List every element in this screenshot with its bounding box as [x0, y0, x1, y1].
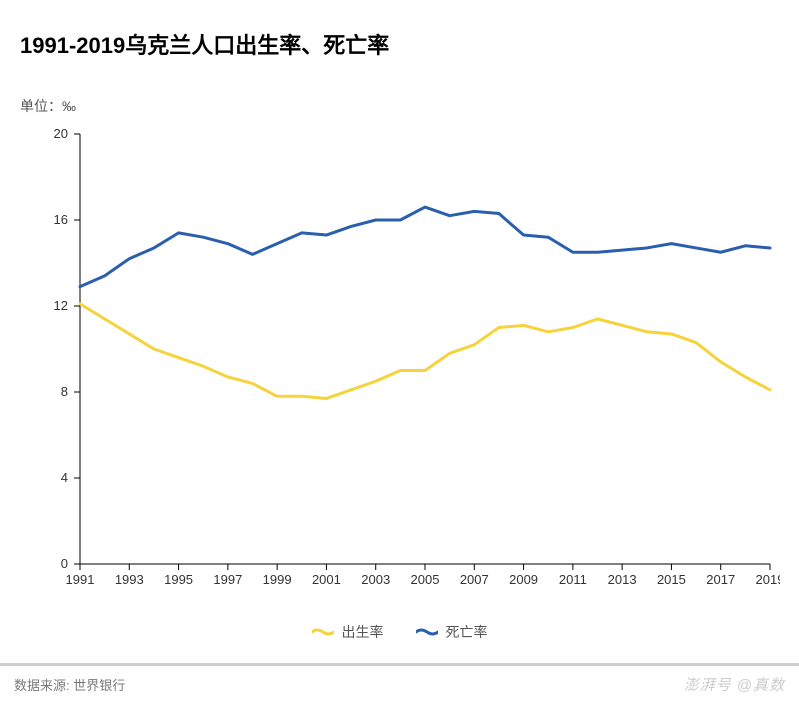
svg-text:2013: 2013 [608, 572, 637, 587]
svg-text:1997: 1997 [213, 572, 242, 587]
svg-text:8: 8 [61, 384, 68, 399]
chart-title: 1991-2019乌克兰人口出生率、死亡率 [20, 28, 779, 60]
svg-text:12: 12 [54, 298, 68, 313]
legend-label: 死亡率 [446, 622, 488, 642]
legend-swatch [312, 628, 334, 636]
svg-text:4: 4 [61, 470, 68, 485]
source-label: 数据来源: 世界银行 [14, 675, 125, 694]
svg-text:2017: 2017 [706, 572, 735, 587]
svg-text:1993: 1993 [115, 572, 144, 587]
svg-text:2019: 2019 [756, 572, 780, 587]
svg-text:16: 16 [54, 212, 68, 227]
svg-text:2001: 2001 [312, 572, 341, 587]
svg-text:1991: 1991 [66, 572, 95, 587]
chart-area: 0 4 8 12 16 20 1991 1993 1995 1997 1999 2001 2003 200… [20, 124, 780, 604]
footer: 数据来源: 世界银行 澎湃号 @真数 [0, 663, 799, 695]
svg-text:2015: 2015 [657, 572, 686, 587]
legend-item: 死亡率 [416, 622, 488, 642]
svg-text:2007: 2007 [460, 572, 489, 587]
svg-text:2009: 2009 [509, 572, 538, 587]
watermark: 澎湃号 @真数 [684, 674, 785, 695]
legend-swatch [416, 628, 438, 636]
svg-text:2011: 2011 [559, 572, 587, 587]
svg-text:2005: 2005 [411, 572, 440, 587]
svg-text:20: 20 [54, 126, 68, 141]
legend: 出生率 死亡率 [20, 622, 779, 642]
svg-text:1995: 1995 [164, 572, 193, 587]
svg-text:1999: 1999 [263, 572, 292, 587]
svg-text:0: 0 [61, 556, 68, 571]
line-chart-svg: 0 4 8 12 16 20 1991 1993 1995 1997 1999 2001 2003 200… [20, 124, 780, 604]
legend-label: 出生率 [342, 622, 384, 642]
unit-label: 单位：‰ [20, 96, 779, 116]
svg-text:2003: 2003 [361, 572, 390, 587]
legend-item: 出生率 [312, 622, 384, 642]
